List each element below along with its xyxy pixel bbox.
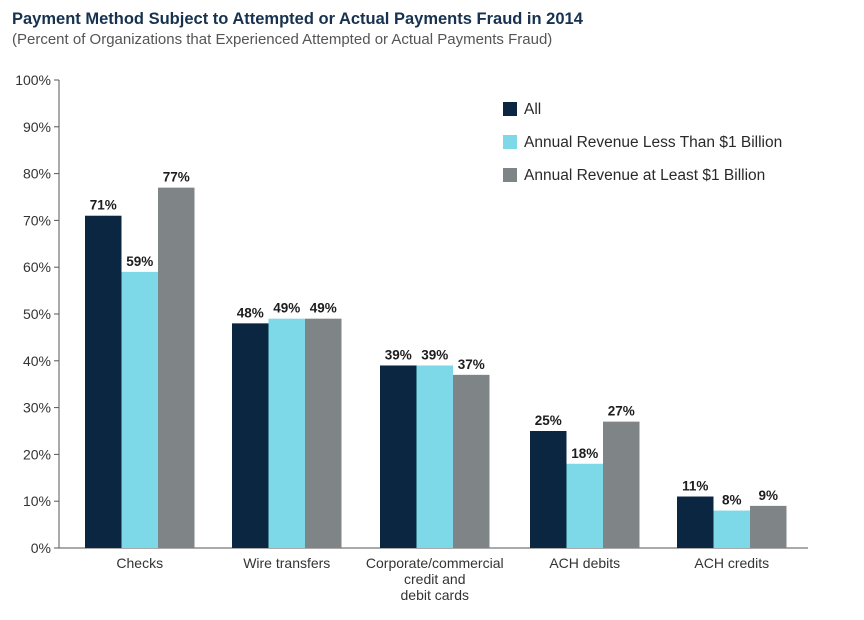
data-label: 37% xyxy=(458,357,485,372)
legend: All Annual Revenue Less Than $1 Billion An… xyxy=(503,101,782,184)
bar xyxy=(85,215,122,548)
y-axis-ticks: 0% 10% 20% 30% 40% 50% 60% 70% 80% 90% 100% xyxy=(15,72,59,556)
bar xyxy=(121,271,158,548)
data-label: 77% xyxy=(163,170,190,185)
bar xyxy=(530,431,567,548)
y-tick-label: 70% xyxy=(23,212,51,228)
chart-title: Payment Method Subject to Attempted or A… xyxy=(12,10,583,28)
legend-label: All xyxy=(524,101,541,118)
bar xyxy=(380,365,417,548)
bar xyxy=(713,510,750,548)
y-tick-label: 100% xyxy=(15,72,51,88)
y-tick-label: 90% xyxy=(23,119,51,135)
category-label: Wire transfers xyxy=(243,555,330,571)
data-label: 8% xyxy=(722,493,742,508)
chart-subtitle: (Percent of Organizations that Experienc… xyxy=(12,31,553,48)
bar xyxy=(416,365,453,548)
y-tick-label: 50% xyxy=(23,306,51,322)
category-label: ACH credits xyxy=(694,555,769,571)
bar xyxy=(677,496,714,548)
category-label: Corporate/commercial credit and debit card… xyxy=(366,555,504,603)
bar xyxy=(305,318,342,548)
y-tick-label: 20% xyxy=(23,446,51,462)
category-labels: Checks Wire transfers Corporate/commercial… xyxy=(116,555,769,603)
data-label: 9% xyxy=(758,488,778,503)
y-tick-label: 10% xyxy=(23,493,51,509)
bar xyxy=(750,505,787,548)
y-tick-label: 30% xyxy=(23,400,51,416)
bar xyxy=(453,374,490,548)
y-tick-label: 40% xyxy=(23,353,51,369)
data-label: 11% xyxy=(682,479,708,494)
bar xyxy=(566,463,603,548)
legend-swatch xyxy=(503,102,517,116)
legend-swatch xyxy=(503,168,517,182)
legend-label: Annual Revenue at Least $1 Billion xyxy=(524,167,765,184)
y-tick-label: 80% xyxy=(23,166,51,182)
legend-label: Annual Revenue Less Than $1 Billion xyxy=(524,134,782,151)
data-label: 39% xyxy=(421,347,448,362)
category-label: Checks xyxy=(116,555,163,571)
data-label: 49% xyxy=(273,301,300,316)
data-label: 39% xyxy=(385,347,412,362)
y-tick-label: 0% xyxy=(31,540,51,556)
legend-swatch xyxy=(503,135,517,149)
bars-group: 71% 48% 39% 25% 11% 59% 49% 39% 18% 8% 77% 49% 37% 27… xyxy=(85,170,787,548)
y-tick-label: 60% xyxy=(23,259,51,275)
data-label: 27% xyxy=(608,404,635,419)
data-label: 71% xyxy=(90,198,117,213)
bar xyxy=(268,318,305,548)
bar xyxy=(232,323,269,548)
data-label: 48% xyxy=(237,305,264,320)
data-label: 49% xyxy=(310,301,337,316)
bar xyxy=(603,421,640,548)
bar xyxy=(158,187,195,548)
data-label: 25% xyxy=(535,413,562,428)
data-label: 59% xyxy=(126,254,153,269)
category-label: ACH debits xyxy=(549,555,620,571)
data-label: 18% xyxy=(571,446,598,461)
